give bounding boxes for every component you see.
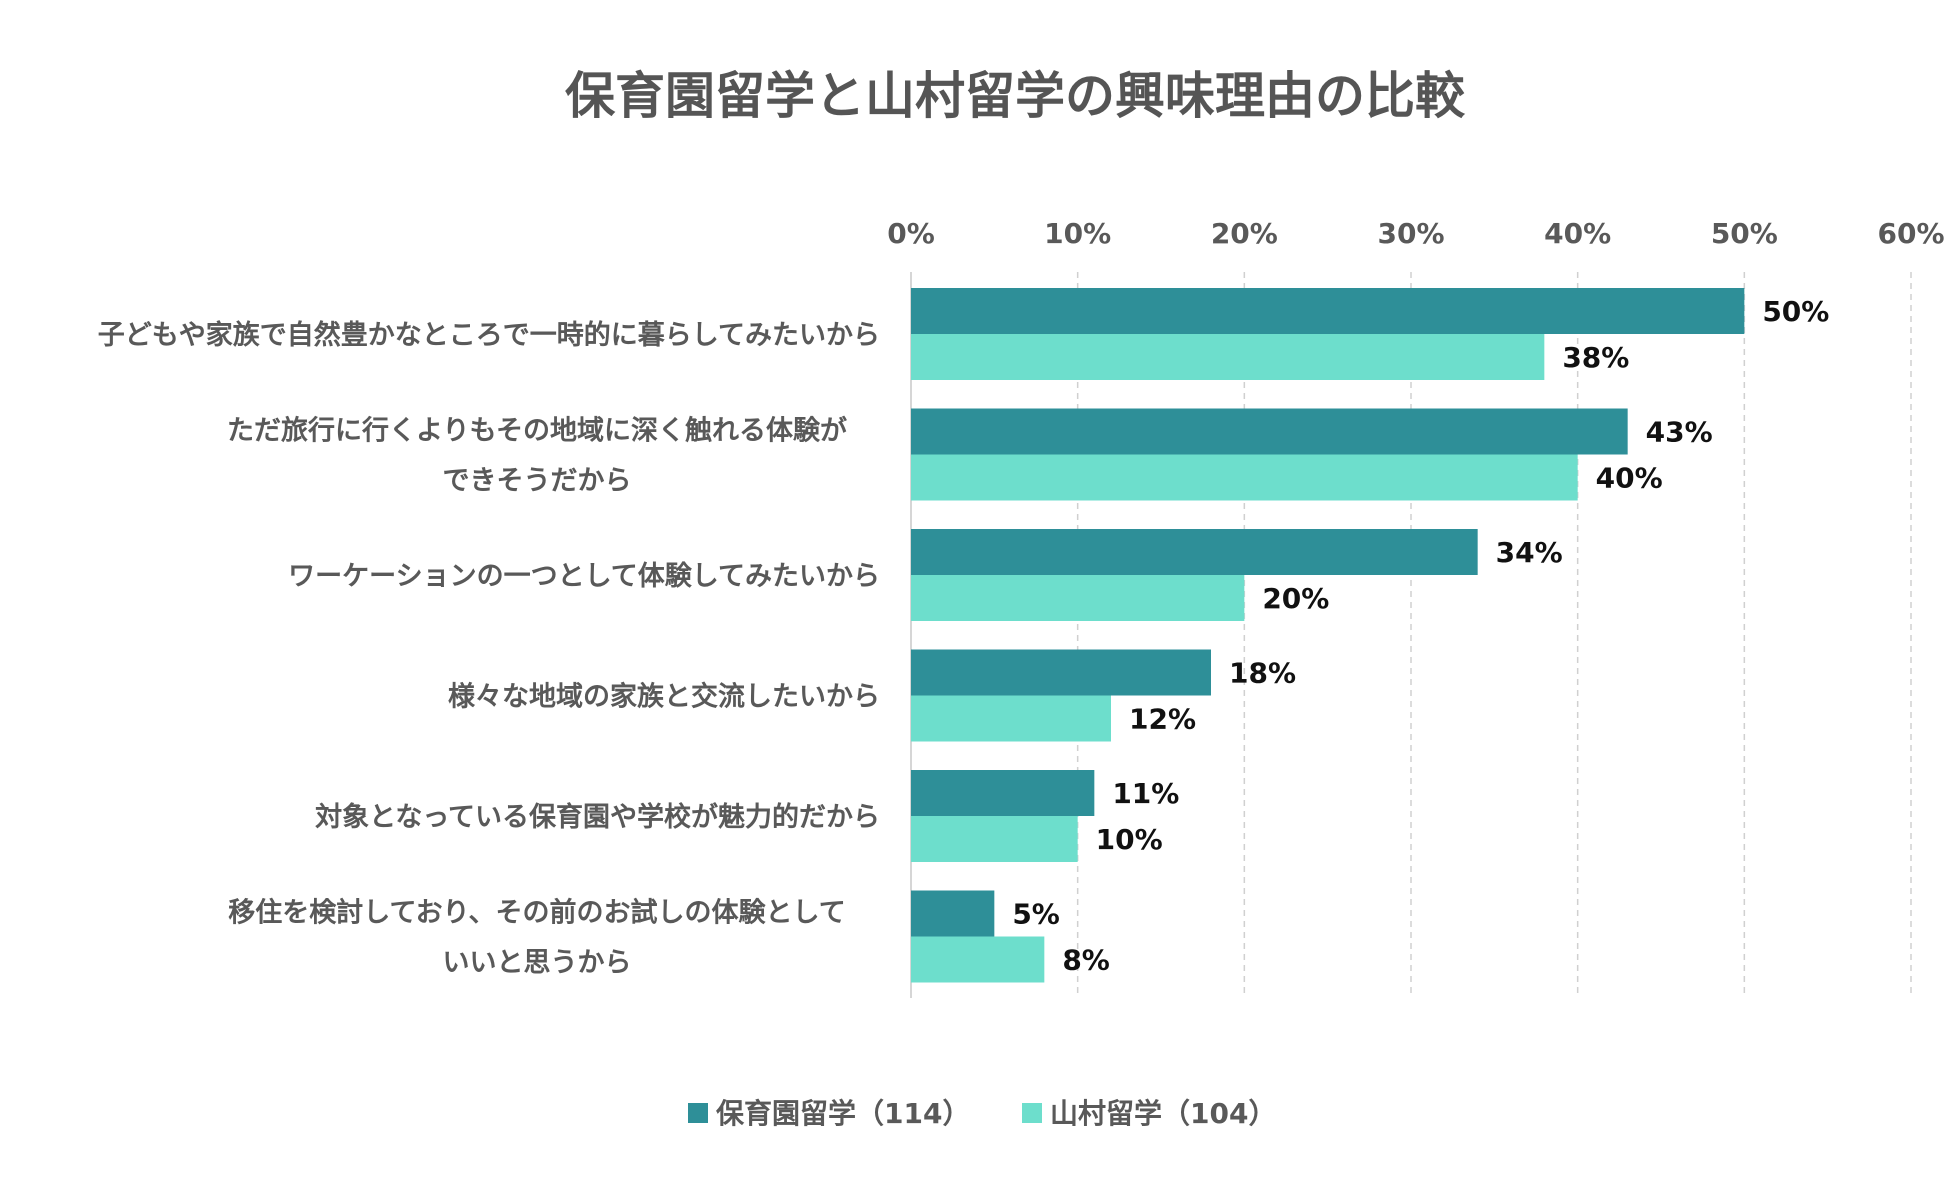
bar-series1-cat5 xyxy=(911,770,1095,816)
bar-series2-cat5 xyxy=(911,816,1078,862)
data-labels: 50% 38% 43% 40% 34% 20% 18% 12% 11% 10% 5%8% xyxy=(1012,295,1829,977)
data-label-series2-cat2: 40% xyxy=(1596,462,1663,495)
category-label-2-line1: ただ旅行に行くよりもその地域に深く触れる体験が xyxy=(227,415,847,447)
data-label-series1-cat2: 43% xyxy=(1646,416,1713,449)
bar-series2-cat4 xyxy=(911,695,1111,742)
tick-label-0: 0% xyxy=(887,217,935,250)
legend-swatch-1 xyxy=(688,1103,708,1123)
data-label-series1-cat3: 34% xyxy=(1496,536,1563,569)
data-label-series2-cat1: 38% xyxy=(1562,341,1629,374)
bar-series2-cat6 xyxy=(911,936,1045,983)
data-label-series2-cat5: 10% xyxy=(1096,823,1163,856)
data-label-series1-cat1: 50% xyxy=(1762,295,1829,328)
chart-title: 保育園留学と山村留学の興味理由の比較 xyxy=(565,67,1466,125)
legend: 保育園留学（114） 山村留学（104） xyxy=(688,1097,1276,1130)
data-label-series2-cat4: 12% xyxy=(1129,703,1196,736)
category-label-5: 対象となっている保育園や学校が魅力的だから xyxy=(315,801,880,833)
bars xyxy=(911,288,1745,983)
tick-label-20: 20% xyxy=(1211,217,1278,250)
bar-series1-cat2 xyxy=(911,408,1628,455)
x-axis-ticks: 0% 10% 20% 30% 40% 50% 60% xyxy=(887,217,1944,250)
data-label-series2-cat6: 8% xyxy=(1062,944,1110,977)
tick-label-50: 50% xyxy=(1711,217,1778,250)
tick-label-10: 10% xyxy=(1044,217,1111,250)
category-label-6-line1: 移住を検討しており、その前のお試しの体験として xyxy=(228,897,846,929)
data-label-series1-cat6: 5% xyxy=(1012,898,1060,931)
bar-series2-cat1 xyxy=(911,334,1545,380)
data-label-series1-cat4: 18% xyxy=(1229,657,1296,690)
bar-series1-cat1 xyxy=(911,288,1745,334)
category-labels: 子どもや家族で自然豊かなところで一時的に暮らしてみたいからただ旅行に行くよりもそ… xyxy=(98,319,880,979)
bar-series2-cat3 xyxy=(911,575,1245,621)
category-label-6-line2: いいと思うから xyxy=(443,948,632,979)
data-label-series1-cat5: 11% xyxy=(1112,777,1179,810)
bar-series1-cat4 xyxy=(911,649,1211,696)
tick-label-30: 30% xyxy=(1377,217,1444,250)
bar-series2-cat2 xyxy=(911,454,1578,501)
category-label-3: ワーケーションの一つとして体験してみたいから xyxy=(288,561,880,592)
data-label-series2-cat3: 20% xyxy=(1262,582,1329,615)
category-label-1: 子どもや家族で自然豊かなところで一時的に暮らしてみたいから xyxy=(98,319,880,351)
legend-label-2: 山村留学（104） xyxy=(1050,1097,1276,1130)
gridlines xyxy=(910,272,1912,998)
category-label-4: 様々な地域の家族と交流したいから xyxy=(448,681,880,713)
tick-label-40: 40% xyxy=(1544,217,1611,250)
category-label-2-line2: できそうだから xyxy=(443,466,632,497)
legend-label-1: 保育園留学（114） xyxy=(716,1097,970,1130)
bar-series1-cat3 xyxy=(911,529,1478,575)
bar-series1-cat6 xyxy=(911,890,995,937)
tick-label-60: 60% xyxy=(1877,217,1944,250)
legend-swatch-2 xyxy=(1022,1103,1042,1123)
